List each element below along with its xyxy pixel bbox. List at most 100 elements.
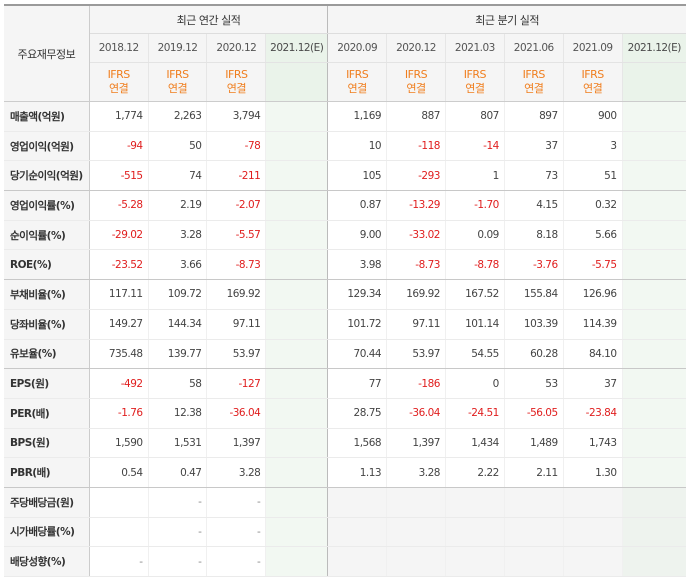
value-cell: -293 (386, 160, 446, 192)
value-cell (503, 517, 564, 548)
value-cell (265, 339, 328, 370)
value-cell (503, 546, 564, 577)
value-cell (265, 309, 328, 340)
table-body: 매출액(억원) 1,774 2,263 3,794 1,169 887 807 897 900 영… (4, 101, 686, 577)
value-cell: 0.47 (147, 457, 207, 488)
value-cell: 37 (503, 131, 564, 162)
value-cell (88, 517, 149, 548)
ifrs-text: IFRS (166, 68, 189, 81)
value-cell: 1,743 (562, 428, 623, 459)
ifrs-basis-label: IFRS 연결 (386, 62, 446, 102)
value-cell: 0.54 (88, 457, 149, 488)
value-cell (265, 279, 328, 310)
value-cell (621, 309, 686, 340)
value-cell: 0.09 (444, 220, 505, 251)
ifrs-text: IFRS (522, 68, 546, 81)
value-cell: 1.30 (562, 457, 623, 488)
value-cell: - (147, 487, 207, 518)
ifrs-text: IFRS (346, 68, 369, 81)
value-cell: 97.11 (386, 309, 446, 340)
value-cell: - (147, 517, 207, 548)
value-cell: 1,531 (147, 428, 207, 459)
value-cell: 1,397 (386, 428, 446, 459)
row-label: 시가배당률(%) (4, 517, 90, 548)
row-label: PER(배) (4, 398, 90, 429)
ifrs-basis-label (621, 62, 686, 102)
row-label: BPS(원) (4, 428, 90, 459)
value-cell (386, 517, 446, 548)
value-cell: 53.97 (386, 339, 446, 370)
value-cell: -515 (88, 160, 149, 192)
value-cell: -186 (386, 368, 446, 399)
value-cell: 74 (147, 160, 207, 192)
table-row: 영업이익(억원) -94 50 -78 10 -118 -14 37 3 (4, 131, 686, 162)
table-row: 당기순이익(억원) -515 74 -211 105 -293 1 73 51 (4, 160, 686, 192)
value-cell: - (206, 487, 266, 518)
value-cell (265, 487, 328, 518)
value-cell (327, 546, 387, 577)
ifrs-text: IFRS (107, 68, 131, 81)
value-cell: -29.02 (88, 220, 149, 251)
value-cell: -8.73 (206, 249, 266, 281)
value-cell: 167.52 (444, 279, 505, 310)
ifrs-basis-label: IFRS 연결 (503, 62, 564, 102)
value-cell: -1.70 (444, 190, 505, 221)
value-cell: 139.77 (147, 339, 207, 370)
row-label: 배당성향(%) (4, 546, 90, 577)
row-label: 순이익률(%) (4, 220, 90, 251)
value-cell: 0 (444, 368, 505, 399)
value-cell: 77 (327, 368, 387, 399)
value-cell (621, 487, 686, 518)
value-cell (265, 190, 328, 221)
value-cell: 155.84 (503, 279, 564, 310)
value-cell (621, 190, 686, 221)
value-cell: -211 (206, 160, 266, 192)
value-cell (265, 220, 328, 251)
value-cell: 101.72 (327, 309, 387, 340)
table-row: 부채비율(%) 117.11 109.72 169.92 129.34 169.92 167… (4, 279, 686, 310)
value-cell: -56.05 (503, 398, 564, 429)
value-cell (621, 368, 686, 399)
value-cell: -78 (206, 131, 266, 162)
value-cell: -8.78 (444, 249, 505, 281)
value-cell: -2.07 (206, 190, 266, 221)
value-cell: - (88, 546, 149, 577)
row-label: PBR(배) (4, 457, 90, 488)
value-cell: -5.75 (562, 249, 623, 281)
ifrs-basis-label: IFRS 연결 (327, 62, 387, 102)
value-cell: 1 (444, 160, 505, 192)
consolidated-text: 연결 (226, 82, 247, 95)
value-cell: -13.29 (386, 190, 446, 221)
value-cell (265, 101, 328, 132)
value-cell (327, 487, 387, 518)
value-cell: 109.72 (147, 279, 207, 310)
row-label: 부채비율(%) (4, 279, 90, 310)
value-cell: 101.14 (444, 309, 505, 340)
value-cell (444, 517, 505, 548)
value-cell (621, 398, 686, 429)
value-cell: 50 (147, 131, 207, 162)
value-cell: 5.66 (562, 220, 623, 251)
value-cell: 53 (503, 368, 564, 399)
value-cell: 169.92 (206, 279, 266, 310)
value-cell: -127 (206, 368, 266, 399)
table-row: 순이익률(%) -29.02 3.28 -5.57 9.00 -33.02 0.09 8.18… (4, 220, 686, 251)
ifrs-basis-label: IFRS 연결 (562, 62, 623, 102)
period-header: 2021.12(E) (265, 33, 328, 63)
value-cell (327, 517, 387, 548)
ifrs-basis-label: IFRS 연결 (444, 62, 505, 102)
value-cell (621, 279, 686, 310)
value-cell: -23.52 (88, 249, 149, 281)
quarterly-group-header: 최근 분기 실적 (327, 5, 686, 34)
value-cell: 3.28 (386, 457, 446, 488)
value-cell: -33.02 (386, 220, 446, 251)
value-cell: 3.28 (206, 457, 266, 488)
ifrs-basis-label: IFRS 연결 (206, 62, 266, 102)
row-label: 주당배당금(원) (4, 487, 90, 518)
value-cell (386, 487, 446, 518)
value-cell: 169.92 (386, 279, 446, 310)
row-label: 영업이익(억원) (4, 131, 90, 162)
period-header: 2020.12 (386, 33, 446, 63)
period-header: 2019.12 (147, 33, 207, 63)
row-label: ROE(%) (4, 249, 90, 281)
